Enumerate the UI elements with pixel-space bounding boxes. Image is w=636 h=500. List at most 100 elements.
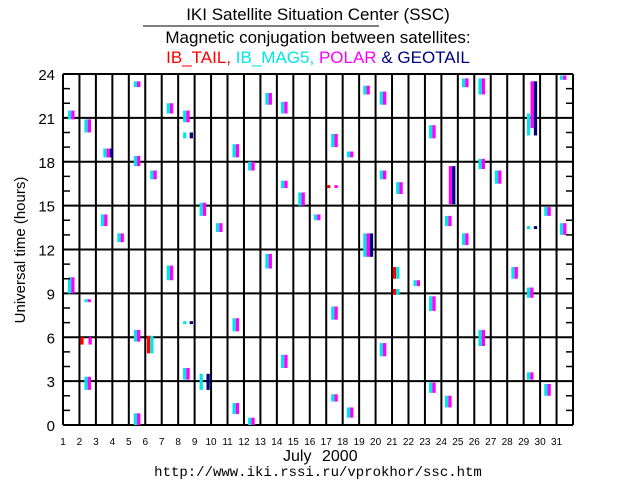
conjugation-bar-polar: [530, 81, 534, 129]
conjugation-bar-polar: [106, 148, 110, 158]
conjugation-bar-polar: [153, 170, 157, 180]
conjugation-bar-ib-mag5: [298, 192, 302, 206]
y-tick-label: 6: [47, 330, 55, 347]
y-tick-label: 9: [47, 286, 55, 303]
conjugation-bar-polar: [399, 182, 403, 194]
conjugation-bar-ib-mag5: [526, 287, 531, 298]
conjugation-bar-polar: [448, 395, 452, 408]
x-tick-label: 2: [77, 437, 83, 448]
conjugation-bar-ib-mag5: [396, 288, 400, 295]
conjugation-bar-ib-mag5: [150, 335, 154, 354]
conjugation-bar-ib-mag5: [265, 253, 269, 269]
conjugation-bar-geotail: [109, 148, 114, 158]
legend-ampersand: &: [381, 48, 393, 67]
conjugation-bar-polar: [251, 417, 255, 425]
x-tick-label: 29: [518, 437, 530, 448]
conjugation-bar-ib-mag5: [265, 93, 269, 105]
conjugation-bar-polar: [317, 214, 321, 221]
y-tick-label: 12: [38, 243, 55, 260]
x-tick-label: 11: [222, 437, 233, 448]
conjugation-bar-ib-mag5: [183, 132, 187, 139]
x-tick-label: 21: [386, 437, 398, 448]
conjugation-bar-polar: [350, 407, 354, 418]
conjugation-bar-ib-mag5: [331, 133, 335, 148]
conjugation-bar-geotail: [189, 321, 193, 325]
conjugation-bar-geotail: [369, 233, 374, 257]
conjugation-bar-ib-mag5: [199, 202, 203, 216]
conjugation-bar-polar: [465, 78, 469, 88]
conjugation-bar-ib-mag5: [166, 103, 170, 114]
conjugation-bar-ib-mag5: [396, 267, 400, 279]
conjugation-bar-ib-mag5: [67, 110, 72, 120]
conjugation-bar-ib-mag5: [103, 148, 107, 158]
conjugation-bar-ib-mag5: [232, 318, 236, 332]
conjugation-bar-polar: [71, 277, 75, 294]
conjugation-bar-polar: [235, 144, 240, 158]
conjugation-bar-geotail: [452, 166, 456, 205]
conjugation-bar-ib-mag5: [559, 75, 564, 80]
x-tick-label: 6: [142, 437, 148, 448]
conjugation-bar-ib-mag5: [248, 417, 252, 425]
conjugation-bar-polar: [268, 93, 272, 105]
conjugation-bar-polar: [530, 372, 534, 380]
conjugation-bar-polar: [186, 367, 190, 380]
conjugation-bar-polar: [514, 267, 518, 279]
x-tick-label: 5: [126, 437, 132, 448]
conjugation-bar-polar: [235, 403, 240, 415]
conjugation-bar-ib-mag5: [313, 214, 318, 221]
conjugation-bar-ib-mag5: [494, 170, 499, 184]
conjugation-bar-polar: [137, 329, 141, 342]
conjugation-bar-ib-mag5: [133, 81, 138, 88]
chart-title: IKI Satellite Situation Center (SSC): [186, 5, 450, 24]
conjugation-bar-geotail: [533, 81, 538, 136]
conjugation-bar-ib-mag5: [150, 170, 154, 180]
x-tick-label: 22: [403, 437, 415, 448]
conjugation-bar-ib-mag5: [544, 384, 548, 396]
conjugation-bar-ib-mag5: [511, 267, 515, 279]
conjugation-bar-polar: [120, 233, 124, 243]
conjugation-bar-polar: [137, 155, 141, 167]
conjugation-bar-polar: [547, 384, 551, 396]
conjugation-bar-ib-mag5: [232, 144, 236, 158]
conjugation-bar-polar: [382, 343, 387, 357]
x-tick-label: 8: [175, 437, 181, 448]
chart-subtitle: Magnetic conjugation between satellites:: [165, 28, 470, 47]
x-tick-label: 19: [354, 437, 366, 448]
conjugation-bar-polar: [334, 394, 338, 402]
legend-ib-tail: IB_TAIL,: [166, 48, 231, 67]
conjugation-bar-polar: [448, 166, 453, 205]
x-axis-month: July: [283, 448, 311, 465]
conjugation-bar-ib-mag5: [84, 376, 88, 390]
y-axis-label: Universal time (hours): [12, 177, 29, 324]
conjugation-bar-ib-mag5: [183, 367, 187, 380]
conjugation-bar-ib-mag5: [478, 78, 482, 95]
x-axis-year: 2000: [322, 448, 358, 465]
y-tick-label: 24: [38, 67, 55, 84]
conjugation-bar-ib-mag5: [248, 161, 252, 171]
x-tick-label: 23: [419, 437, 431, 448]
conjugation-bar-polar: [284, 354, 288, 368]
conjugation-bar-ib-tail: [146, 335, 151, 354]
conjugation-bar-ib-mag5: [199, 373, 203, 390]
conjugation-bar-ib-mag5: [461, 78, 466, 88]
y-tick-label: 15: [38, 199, 55, 216]
conjugation-bar-polar: [432, 296, 436, 311]
conjugation-bar-polar: [547, 207, 551, 216]
conjugation-bar-ib-mag5: [133, 329, 138, 342]
conjugation-bar-ib-mag5: [183, 110, 187, 123]
conjugation-bar-ib-mag5: [133, 413, 138, 425]
conjugation-bar-ib-mag5: [526, 113, 531, 136]
conjugation-bar-polar: [563, 223, 567, 235]
legend-geotail: GEOTAIL: [397, 48, 469, 67]
conjugation-bar-polar: [284, 101, 288, 114]
conjugation-bar-ib-mag5: [216, 223, 220, 232]
x-tick-label: 18: [337, 437, 349, 448]
conjugation-bar-ib-mag5: [445, 395, 449, 408]
conjugation-bar-polar: [137, 413, 141, 425]
conjugation-bar-polar: [563, 75, 567, 80]
x-tick-label: 27: [485, 437, 497, 448]
conjugation-bar-ib-mag5: [67, 277, 72, 294]
conjugation-bar-ib-mag5: [429, 296, 433, 311]
conjugation-bar-ib-mag5: [84, 299, 88, 303]
